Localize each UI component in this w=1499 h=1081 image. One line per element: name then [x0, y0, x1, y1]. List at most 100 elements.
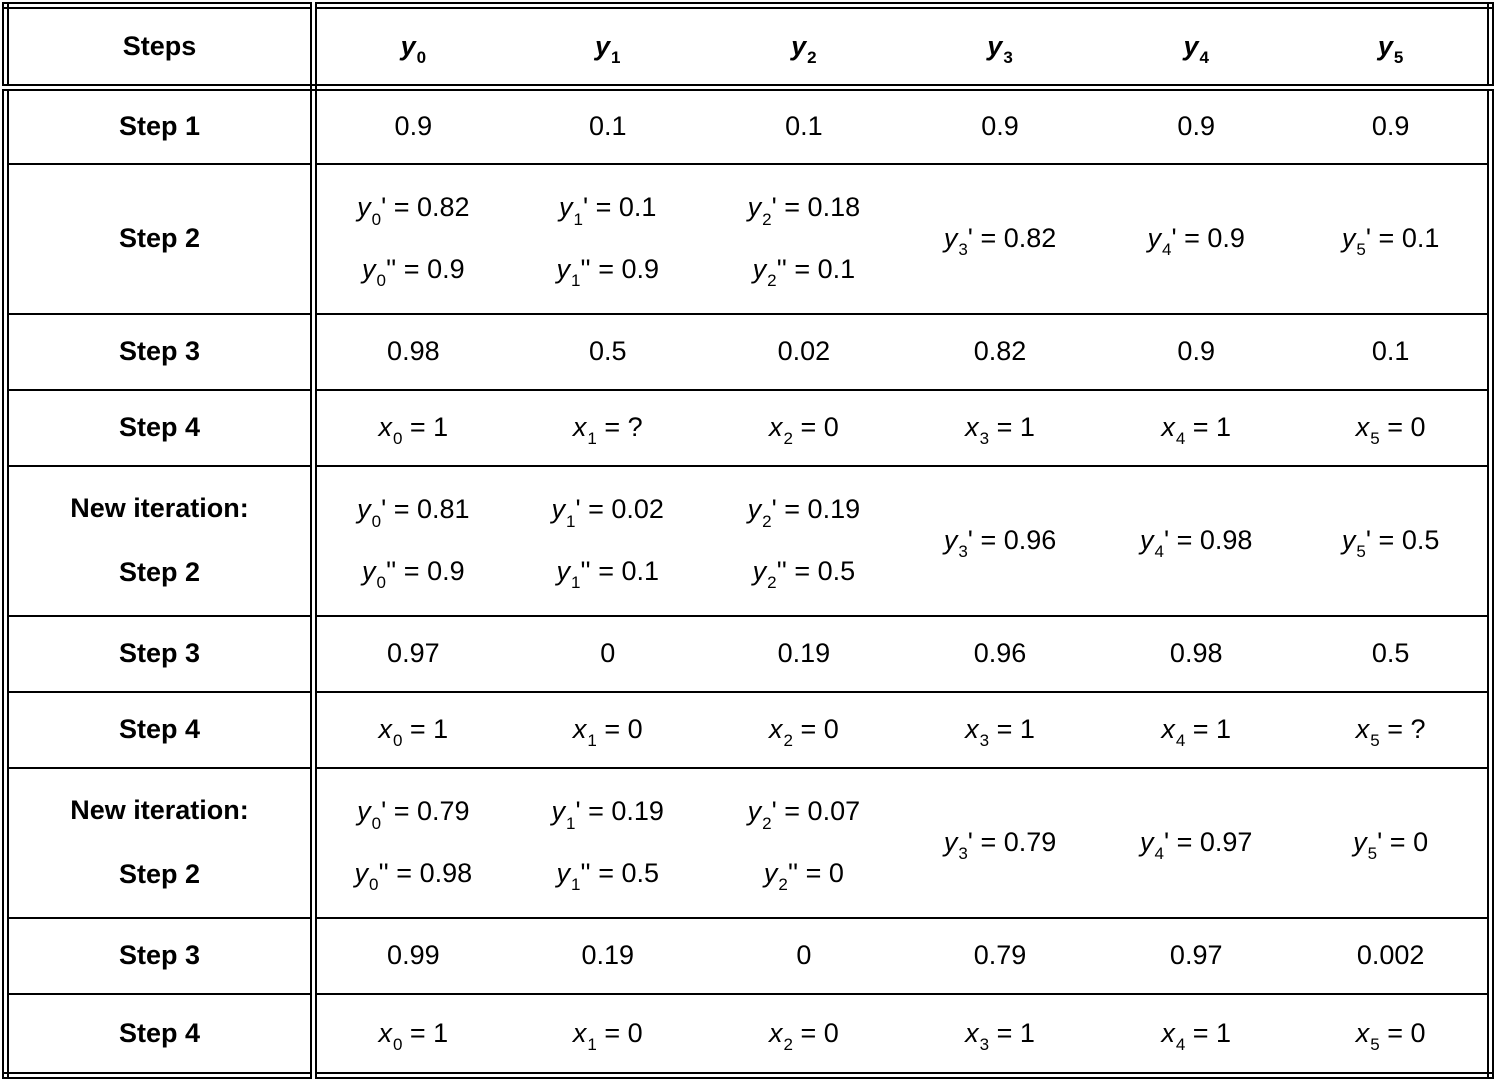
value-cell-r7-c3: y3' = 0.79 — [901, 766, 1099, 918]
value-cell-r6-c0: x0 = 1 — [313, 690, 510, 768]
value-cell-r2-c5: 0.1 — [1294, 312, 1491, 390]
cell-line: y2'' = 0.1 — [752, 253, 856, 290]
value-cell-r6-c5: x5 = ? — [1294, 690, 1491, 768]
value-cell-r7-c1: y1' = 0.19 y1'' = 0.5 — [509, 766, 706, 918]
cell-line: 0.1 — [588, 111, 627, 142]
cell-line: 0 — [796, 939, 812, 970]
cell-line: 0.97 — [387, 637, 440, 668]
value-cell-r9-c0: x0 = 1 — [313, 992, 510, 1076]
header-cell-y0: y0 — [313, 5, 510, 91]
cell-line: 0.82 — [973, 335, 1027, 366]
value-cell-r9-c3: x3 = 1 — [901, 992, 1099, 1076]
row-label: Step 3 — [5, 614, 317, 692]
cell-line: y4' = 0.98 — [1139, 524, 1253, 562]
value-cell-r4-c2: y2' = 0.19 y2'' = 0.5 — [705, 464, 902, 616]
cell-line: 0.9 — [981, 111, 1019, 142]
cell-line: x2 = 0 — [769, 713, 839, 751]
cell-line: x5 = 0 — [1355, 1017, 1426, 1055]
value-cell-r3-c3: x3 = 1 — [901, 388, 1099, 466]
value-cell-r3-c1: x1 = ? — [509, 388, 706, 466]
cell-line: x2 = 0 — [769, 1017, 839, 1055]
cell-line: 0.5 — [1371, 637, 1410, 668]
row-label: Step 4 — [5, 388, 317, 466]
cell-line: x4 = 1 — [1161, 713, 1232, 751]
cell-line: x3 = 1 — [965, 1017, 1035, 1055]
row-label: Step 1 — [5, 86, 317, 164]
value-cell-r2-c2: 0.02 — [705, 312, 902, 390]
cell-line: 0.9 — [1371, 111, 1410, 142]
cell-line: y0'' = 0.9 — [362, 253, 465, 290]
value-cell-r5-c2: 0.19 — [705, 614, 902, 692]
cell-line: y1'' = 0.9 — [556, 253, 660, 290]
value-cell-r4-c1: y1' = 0.02 y1'' = 0.1 — [509, 464, 706, 616]
value-cell-r0-c1: 0.1 — [509, 86, 706, 164]
value-cell-r1-c5: y5' = 0.1 — [1294, 162, 1491, 314]
row-label-line: Step 3 — [118, 335, 201, 366]
row-label-line: New iteration: — [70, 493, 249, 524]
cell-line: y1'' = 0.1 — [556, 555, 660, 592]
cell-line: y3' = 0.96 — [943, 524, 1057, 562]
cell-line: y1' = 0.02 — [551, 494, 664, 531]
header-cell-y2: y2 — [705, 5, 902, 91]
cell-line: y0' = 0.79 — [357, 796, 470, 833]
cell-line: x4 = 1 — [1161, 411, 1232, 449]
header-row: Steps y0 y1 y2 y3 y4 y5 — [5, 5, 1491, 91]
table-row: Step 4 x0 = 1 x1 = ? x2 = 0 x3 = 1 x4 = 1 x5 =… — [5, 388, 1491, 466]
row-label: New iteration: Step 2 — [5, 464, 317, 616]
table-row: Step 2 y0' = 0.82 y0'' = 0.9 y1' = 0.1 y1'' … — [5, 162, 1491, 314]
cell-line: y1'' = 0.5 — [556, 857, 660, 894]
value-cell-r1-c2: y2' = 0.18 y2'' = 0.1 — [705, 162, 902, 314]
value-cell-r5-c3: 0.96 — [901, 614, 1099, 692]
value-cell-r8-c3: 0.79 — [901, 916, 1099, 994]
row-label: Step 3 — [5, 312, 317, 390]
row-label: Step 4 — [5, 992, 317, 1076]
value-cell-r1-c0: y0' = 0.82 y0'' = 0.9 — [313, 162, 510, 314]
cell-line: 0.002 — [1356, 939, 1425, 970]
cell-line: 0 — [600, 637, 616, 668]
value-cell-r1-c1: y1' = 0.1 y1'' = 0.9 — [509, 162, 706, 314]
table-row: Step 3 0.98 0.5 0.02 0.82 0.9 0.1 — [5, 312, 1491, 390]
cell-line: 0.98 — [1169, 637, 1223, 668]
row-label: New iteration: Step 2 — [5, 766, 317, 918]
cell-line: 0.19 — [777, 637, 831, 668]
cell-line: x1 = 0 — [572, 1017, 643, 1055]
cell-line: 0.9 — [394, 111, 433, 142]
value-cell-r6-c2: x2 = 0 — [705, 690, 902, 768]
header-cell-steps: Steps — [5, 5, 317, 91]
value-cell-r7-c5: y5' = 0 — [1294, 766, 1491, 918]
value-cell-r9-c1: x1 = 0 — [509, 992, 706, 1076]
cell-line: y3' = 0.79 — [943, 826, 1057, 864]
table-row: Step 3 0.99 0.19 0 0.79 0.97 0.002 — [5, 916, 1491, 994]
value-cell-r6-c3: x3 = 1 — [901, 690, 1099, 768]
value-cell-r5-c4: 0.98 — [1098, 614, 1295, 692]
value-cell-r1-c4: y4' = 0.9 — [1098, 162, 1295, 314]
value-cell-r2-c0: 0.98 — [313, 312, 510, 390]
cell-line: 0.9 — [1177, 111, 1215, 142]
table-row: Step 4 x0 = 1 x1 = 0 x2 = 0 x3 = 1 x4 = 1 x5 =… — [5, 992, 1491, 1076]
cell-line: x5 = ? — [1355, 713, 1426, 751]
cell-line: x1 = ? — [572, 411, 643, 449]
cell-line: x2 = 0 — [769, 411, 839, 449]
cell-line: y5' = 0 — [1353, 826, 1429, 864]
cell-line: 0.02 — [777, 335, 831, 366]
row-label-line: Step 3 — [118, 939, 201, 970]
cell-line: 0.97 — [1169, 939, 1223, 970]
row-label-line: Step 4 — [118, 713, 201, 744]
cell-line: 0.9 — [1177, 335, 1215, 366]
cell-line: x0 = 1 — [378, 713, 449, 751]
cell-line: y2'' = 0.5 — [752, 555, 856, 592]
header-cell-y5: y5 — [1294, 5, 1491, 91]
cell-line: y0'' = 0.98 — [354, 857, 473, 894]
table-header: Steps y0 y1 y2 y3 y4 y5 — [5, 5, 1491, 91]
value-cell-r3-c0: x0 = 1 — [313, 388, 510, 466]
header-cell-y4: y4 — [1098, 5, 1295, 91]
cell-line: y0' = 0.81 — [357, 494, 470, 531]
cell-line: y0' = 0.82 — [357, 192, 470, 229]
value-cell-r8-c4: 0.97 — [1098, 916, 1295, 994]
value-cell-r9-c5: x5 = 0 — [1294, 992, 1491, 1076]
cell-line: x5 = 0 — [1355, 411, 1426, 449]
row-label-line: Step 2 — [118, 858, 201, 889]
value-cell-r8-c2: 0 — [705, 916, 902, 994]
header-cell-y1: y1 — [509, 5, 706, 91]
